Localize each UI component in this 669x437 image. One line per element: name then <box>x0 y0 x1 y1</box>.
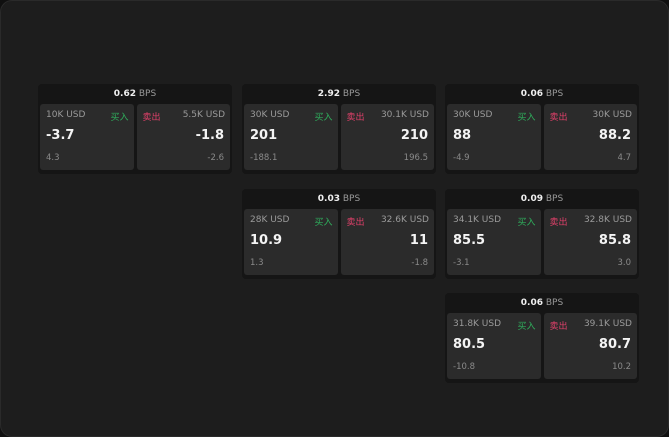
buy-label: 买入 <box>314 113 333 123</box>
bid-price: 80.5 <box>453 337 486 352</box>
ask-change: 3.0 <box>617 258 631 268</box>
bid-price: -3.7 <box>46 128 75 143</box>
bid-change: -10.8 <box>453 362 475 372</box>
spread-value: 0.03 <box>317 194 340 204</box>
buy-label: 买入 <box>110 113 129 123</box>
price-widget: 0.03 BPS 28K USD 买入 10.9 1.3 卖出 32.6K USD … <box>242 189 436 279</box>
spread-header: 0.09 BPS <box>445 189 639 209</box>
price-widget: 0.06 BPS 30K USD 买入 88 -4.9 卖出 30K USD 88.… <box>445 84 639 174</box>
sell-tile[interactable]: 卖出 39.1K USD 80.7 10.2 <box>543 313 637 379</box>
bid-price: 201 <box>250 128 278 143</box>
ask-change: 196.5 <box>403 153 428 163</box>
ask-size: 30K USD <box>592 110 632 120</box>
buy-tile[interactable]: 28K USD 买入 10.9 1.3 <box>244 209 338 275</box>
price-widget: 0.06 BPS 31.8K USD 买入 80.5 -10.8 卖出 39.1K … <box>445 293 639 383</box>
buy-tile[interactable]: 30K USD 买入 201 -188.1 <box>244 104 338 170</box>
buy-tile[interactable]: 34.1K USD 买入 85.5 -3.1 <box>447 209 541 275</box>
spread-unit: BPS <box>545 194 564 204</box>
ask-size: 30.1K USD <box>380 110 429 120</box>
bid-change: -188.1 <box>250 153 278 163</box>
buy-label: 买入 <box>517 218 536 228</box>
price-widget: 0.62 BPS 10K USD 买入 -3.7 4.3 卖出 5.5K USD -… <box>38 84 232 174</box>
sell-label: 卖出 <box>549 218 568 228</box>
bid-size: 31.8K USD <box>453 319 502 329</box>
bid-change: 4.3 <box>46 153 60 163</box>
spread-header: 0.62 BPS <box>38 84 232 104</box>
spread-value: 0.62 <box>113 89 136 99</box>
bid-change: -4.9 <box>453 153 470 163</box>
spread-header: 0.06 BPS <box>445 84 639 104</box>
ask-price: 11 <box>409 233 428 248</box>
sell-label: 卖出 <box>346 113 365 123</box>
bid-size: 34.1K USD <box>453 215 502 225</box>
bid-size: 28K USD <box>250 215 290 225</box>
spread-header: 0.03 BPS <box>242 189 436 209</box>
spread-header: 0.06 BPS <box>445 293 639 313</box>
bid-change: 1.3 <box>250 258 264 268</box>
spread-unit: BPS <box>138 89 157 99</box>
spread-value: 0.09 <box>520 194 543 204</box>
sell-tile[interactable]: 卖出 32.8K USD 85.8 3.0 <box>543 209 637 275</box>
bid-size: 10K USD <box>46 110 86 120</box>
buy-tile[interactable]: 30K USD 买入 88 -4.9 <box>447 104 541 170</box>
sell-tile[interactable]: 卖出 32.6K USD 11 -1.8 <box>340 209 434 275</box>
ask-size: 32.6K USD <box>380 215 429 225</box>
buy-label: 买入 <box>314 218 333 228</box>
spread-unit: BPS <box>342 89 361 99</box>
ask-change: 10.2 <box>612 362 631 372</box>
bid-size: 30K USD <box>250 110 290 120</box>
price-widget: 2.92 BPS 30K USD 买入 201 -188.1 卖出 30.1K US… <box>242 84 436 174</box>
bid-change: -3.1 <box>453 258 470 268</box>
spread-unit: BPS <box>545 89 564 99</box>
spread-value: 2.92 <box>317 89 340 99</box>
spread-unit: BPS <box>545 298 564 308</box>
spread-value: 0.06 <box>520 89 543 99</box>
sell-tile[interactable]: 卖出 5.5K USD -1.8 -2.6 <box>136 104 230 170</box>
ask-size: 39.1K USD <box>583 319 632 329</box>
ask-price: 210 <box>400 128 428 143</box>
ask-change: 4.7 <box>617 153 631 163</box>
buy-tile[interactable]: 31.8K USD 买入 80.5 -10.8 <box>447 313 541 379</box>
sell-label: 卖出 <box>142 113 161 123</box>
price-widget: 0.09 BPS 34.1K USD 买入 85.5 -3.1 卖出 32.8K U… <box>445 189 639 279</box>
sell-tile[interactable]: 卖出 30.1K USD 210 196.5 <box>340 104 434 170</box>
spread-value: 0.06 <box>520 298 543 308</box>
sell-label: 卖出 <box>549 113 568 123</box>
bid-price: 88 <box>453 128 472 143</box>
ask-change: -2.6 <box>207 153 224 163</box>
bid-price: 85.5 <box>453 233 486 248</box>
sell-tile[interactable]: 卖出 30K USD 88.2 4.7 <box>543 104 637 170</box>
bid-price: 10.9 <box>250 233 283 248</box>
buy-label: 买入 <box>517 322 536 332</box>
sell-label: 卖出 <box>549 322 568 332</box>
sell-label: 卖出 <box>346 218 365 228</box>
ask-price: 85.8 <box>598 233 631 248</box>
ask-price: -1.8 <box>195 128 224 143</box>
ask-size: 5.5K USD <box>182 110 225 120</box>
ask-change: -1.8 <box>411 258 428 268</box>
ask-size: 32.8K USD <box>583 215 632 225</box>
spread-unit: BPS <box>342 194 361 204</box>
buy-label: 买入 <box>517 113 536 123</box>
ask-price: 88.2 <box>598 128 631 143</box>
buy-tile[interactable]: 10K USD 买入 -3.7 4.3 <box>40 104 134 170</box>
bid-size: 30K USD <box>453 110 493 120</box>
ask-price: 80.7 <box>598 337 631 352</box>
spread-header: 2.92 BPS <box>242 84 436 104</box>
